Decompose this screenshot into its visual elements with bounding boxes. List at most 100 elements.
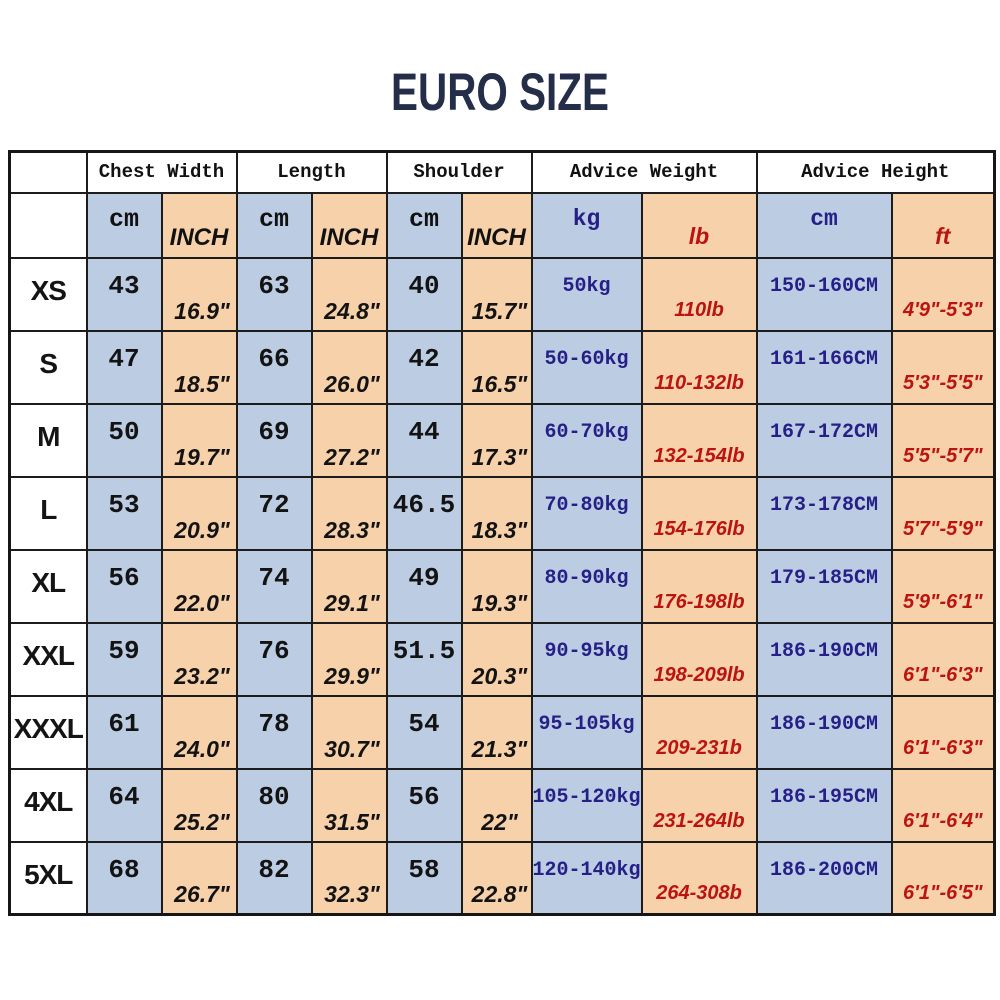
table-row-5XL: 5XL 68 26.7" 82 32.3" 58 22.8" 120-140kg 264-308…: [8, 840, 996, 916]
cell-chest-cm: 61: [85, 694, 163, 770]
cell-height-cm: 179-185CM: [755, 548, 893, 624]
group-header: Shoulder: [385, 150, 533, 194]
cell-length-cm: 80: [235, 767, 313, 843]
cell-length-cm: 69: [235, 402, 313, 478]
size-label: S: [8, 329, 88, 405]
cell-chest-cm: 56: [85, 548, 163, 624]
table-row-M: M 50 19.7" 69 27.2" 44 17.3" 60-70kg 132-154lb 16…: [8, 402, 996, 478]
unit-header-weight-lb: lb: [640, 191, 758, 259]
size-label: XL: [8, 548, 88, 624]
cell-shoulder-cm: 44: [385, 402, 463, 478]
cell-height-ft: 6'1"-6'4": [890, 767, 996, 843]
cell-chest-inch: 24.0": [160, 694, 238, 770]
cell-weight-lb: 110lb: [640, 256, 758, 332]
cell-shoulder-cm: 51.5: [385, 621, 463, 697]
cell-chest-cm: 64: [85, 767, 163, 843]
cell-chest-cm: 47: [85, 329, 163, 405]
unit-header-chest-cm: cm: [85, 191, 163, 259]
page-title: EURO SIZE: [391, 61, 609, 121]
cell-height-ft: 4'9"-5'3": [890, 256, 996, 332]
cell-height-ft: 6'1"-6'3": [890, 694, 996, 770]
cell-weight-kg: 70-80kg: [530, 475, 643, 551]
cell-shoulder-cm: 56: [385, 767, 463, 843]
table-row-XXXL: XXXL 61 24.0" 78 30.7" 54 21.3" 95-105kg 209-231…: [8, 694, 996, 770]
cell-weight-lb: 264-308b: [640, 840, 758, 916]
cell-length-inch: 31.5": [310, 767, 388, 843]
corner-cell: [8, 191, 88, 259]
cell-height-cm: 150-160CM: [755, 256, 893, 332]
cell-weight-lb: 231-264lb: [640, 767, 758, 843]
cell-length-inch: 29.9": [310, 621, 388, 697]
table-row-XS: XS 43 16.9" 63 24.8" 40 15.7" 50kg 110lb 150-160C…: [8, 256, 996, 332]
cell-chest-cm: 50: [85, 402, 163, 478]
size-label: XS: [8, 256, 88, 332]
cell-length-cm: 78: [235, 694, 313, 770]
cell-shoulder-inch: 20.3": [460, 621, 533, 697]
group-header: Advice Height: [755, 150, 996, 194]
size-label: 5XL: [8, 840, 88, 916]
cell-weight-lb: 198-209lb: [640, 621, 758, 697]
size-label: XXXL: [8, 694, 88, 770]
cell-weight-lb: 154-176lb: [640, 475, 758, 551]
cell-shoulder-cm: 46.5: [385, 475, 463, 551]
cell-weight-kg: 90-95kg: [530, 621, 643, 697]
cell-weight-lb: 132-154lb: [640, 402, 758, 478]
unit-header-length-cm: cm: [235, 191, 313, 259]
cell-height-cm: 167-172CM: [755, 402, 893, 478]
cell-chest-cm: 68: [85, 840, 163, 916]
cell-weight-lb: 110-132lb: [640, 329, 758, 405]
cell-chest-inch: 18.5": [160, 329, 238, 405]
cell-length-cm: 76: [235, 621, 313, 697]
unit-header-shoulder-cm: cm: [385, 191, 463, 259]
cell-length-cm: 74: [235, 548, 313, 624]
cell-weight-kg: 120-140kg: [530, 840, 643, 916]
cell-chest-inch: 20.9": [160, 475, 238, 551]
cell-shoulder-inch: 15.7": [460, 256, 533, 332]
cell-chest-cm: 59: [85, 621, 163, 697]
cell-length-cm: 63: [235, 256, 313, 332]
table-row-S: S 47 18.5" 66 26.0" 42 16.5" 50-60kg 110-132lb 16…: [8, 329, 996, 405]
cell-height-cm: 186-200CM: [755, 840, 893, 916]
cell-shoulder-inch: 16.5": [460, 329, 533, 405]
size-label: XXL: [8, 621, 88, 697]
cell-height-cm: 173-178CM: [755, 475, 893, 551]
cell-length-inch: 28.3": [310, 475, 388, 551]
group-header: Chest Width: [85, 150, 238, 194]
cell-weight-kg: 95-105kg: [530, 694, 643, 770]
cell-shoulder-inch: 22.8": [460, 840, 533, 916]
group-header-row: Chest Width Length Shoulder Advice Weight Ad…: [8, 150, 996, 194]
cell-shoulder-inch: 17.3": [460, 402, 533, 478]
unit-header-shoulder-inch: INCH: [460, 191, 533, 259]
cell-length-inch: 30.7": [310, 694, 388, 770]
cell-shoulder-inch: 21.3": [460, 694, 533, 770]
unit-header-row: cm INCH cm INCH cm INCH kg lb cm ft: [8, 191, 996, 259]
cell-shoulder-inch: 18.3": [460, 475, 533, 551]
cell-height-ft: 5'7"-5'9": [890, 475, 996, 551]
cell-height-cm: 186-190CM: [755, 694, 893, 770]
cell-height-cm: 161-166CM: [755, 329, 893, 405]
cell-length-inch: 24.8": [310, 256, 388, 332]
cell-length-cm: 82: [235, 840, 313, 916]
cell-weight-kg: 60-70kg: [530, 402, 643, 478]
table-row-L: L 53 20.9" 72 28.3" 46.5 18.3" 70-80kg 154-176lb…: [8, 475, 996, 551]
euro-size-table: Chest Width Length Shoulder Advice Weight Ad…: [8, 150, 997, 916]
cell-weight-lb: 176-198lb: [640, 548, 758, 624]
cell-chest-inch: 25.2": [160, 767, 238, 843]
cell-shoulder-cm: 49: [385, 548, 463, 624]
table-row-XL: XL 56 22.0" 74 29.1" 49 19.3" 80-90kg 176-198lb 1…: [8, 548, 996, 624]
cell-chest-inch: 19.7": [160, 402, 238, 478]
cell-height-ft: 5'9"-6'1": [890, 548, 996, 624]
unit-header-weight-kg: kg: [530, 191, 643, 259]
table-row-XXL: XXL 59 23.2" 76 29.9" 51.5 20.3" 90-95kg 198-209…: [8, 621, 996, 697]
corner-cell: [8, 150, 88, 194]
size-label: 4XL: [8, 767, 88, 843]
cell-chest-inch: 22.0": [160, 548, 238, 624]
cell-height-ft: 5'5"-5'7": [890, 402, 996, 478]
cell-height-ft: 6'1"-6'3": [890, 621, 996, 697]
cell-chest-inch: 23.2": [160, 621, 238, 697]
group-header: Length: [235, 150, 388, 194]
unit-header-length-inch: INCH: [310, 191, 388, 259]
unit-header-height-cm: cm: [755, 191, 893, 259]
cell-weight-lb: 209-231b: [640, 694, 758, 770]
